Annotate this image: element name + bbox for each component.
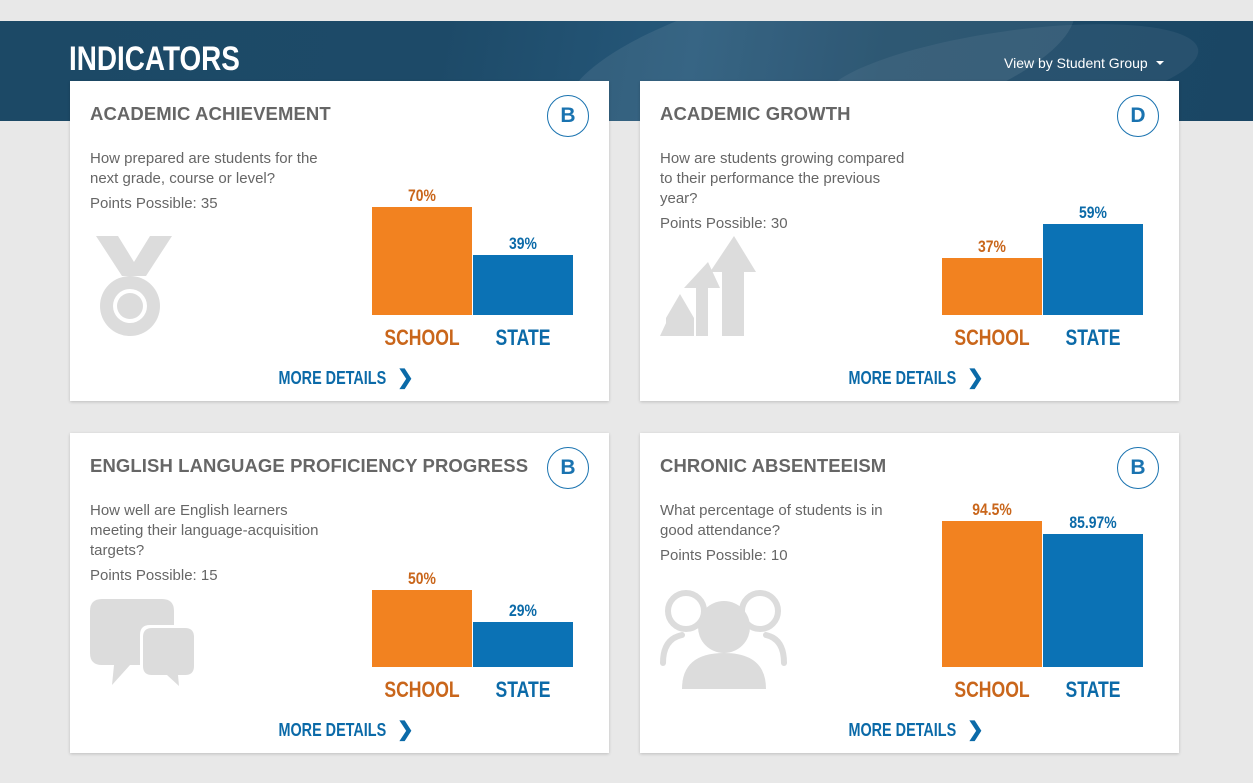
data-label-state: 85.97%	[1069, 512, 1117, 532]
chevron-right-icon: ❯	[966, 719, 984, 741]
comparison-chart: 37% 59% SCHOOL STATE	[942, 81, 1143, 401]
grade-badge: B	[547, 95, 589, 137]
data-label-school: 94.5%	[972, 499, 1012, 519]
category-label-state: STATE	[495, 325, 551, 350]
category-label-school: SCHOOL	[384, 325, 460, 350]
card-title: ACADEMIC ACHIEVEMENT	[90, 103, 331, 124]
indicator-card-academic-growth: ACADEMIC GROWTH D How are students growi…	[640, 81, 1179, 401]
more-details-label: MORE DETAILS	[848, 720, 957, 740]
more-details-link[interactable]: MORE DETAILS ❯	[70, 365, 609, 390]
points-possible: Points Possible: 15	[90, 567, 218, 584]
more-details-link[interactable]: MORE DETAILS ❯	[640, 717, 1179, 742]
grade-badge: B	[1117, 447, 1159, 489]
bar-school	[942, 257, 1042, 315]
comparison-chart: 94.5% 85.97% SCHOOL STATE	[942, 433, 1143, 753]
bar-state	[473, 622, 573, 667]
points-possible: Points Possible: 10	[660, 547, 788, 564]
student-group-label: View by Student Group	[1004, 55, 1148, 71]
grade-badge: D	[1117, 95, 1159, 137]
bar-school	[372, 206, 472, 315]
category-label-state: STATE	[495, 677, 551, 702]
data-label-school: 50%	[408, 568, 436, 588]
chevron-right-icon: ❯	[396, 367, 414, 389]
grade-badge: B	[547, 447, 589, 489]
card-title: CHRONIC ABSENTEEISM	[660, 455, 887, 476]
indicator-card-chronic-absenteeism: CHRONIC ABSENTEEISM B What percentage of…	[640, 433, 1179, 753]
category-label-state: STATE	[1065, 677, 1121, 702]
page-title: INDICATORS	[69, 40, 240, 78]
more-details-label: MORE DETAILS	[278, 368, 387, 388]
card-title: ENGLISH LANGUAGE PROFICIENCY PROGRESS	[90, 455, 529, 476]
card-description: How are students growing compared to the…	[660, 150, 905, 207]
student-group-dropdown[interactable]: View by Student Group	[1004, 55, 1164, 71]
data-label-school: 37%	[978, 236, 1006, 256]
points-possible: Points Possible: 30	[660, 215, 788, 232]
speech-bubbles-icon	[90, 597, 198, 694]
chevron-right-icon: ❯	[396, 719, 414, 741]
points-possible: Points Possible: 35	[90, 195, 218, 212]
indicator-card-english-language-proficiency: ENGLISH LANGUAGE PROFICIENCY PROGRESS B …	[70, 433, 609, 753]
comparison-chart: 50% 29% SCHOOL STATE	[372, 433, 573, 753]
more-details-link[interactable]: MORE DETAILS ❯	[70, 717, 609, 742]
card-description: How well are English learners meeting th…	[90, 502, 319, 559]
data-label-state: 29%	[509, 601, 537, 621]
caret-down-icon	[1155, 61, 1164, 65]
bar-state	[1043, 533, 1143, 667]
category-label-school: SCHOOL	[954, 677, 1030, 702]
more-details-link[interactable]: MORE DETAILS ❯	[640, 365, 1179, 390]
bar-school	[942, 520, 1042, 667]
chevron-right-icon: ❯	[966, 367, 984, 389]
growth-arrows-icon	[660, 236, 760, 343]
bar-state	[1043, 223, 1143, 315]
data-label-state: 39%	[509, 233, 537, 253]
comparison-chart: 70% 39% SCHOOL STATE	[372, 81, 573, 401]
bar-school	[372, 589, 472, 667]
category-label-school: SCHOOL	[384, 677, 460, 702]
more-details-label: MORE DETAILS	[848, 368, 957, 388]
card-title: ACADEMIC GROWTH	[660, 103, 851, 124]
more-details-label: MORE DETAILS	[278, 720, 387, 740]
data-label-state: 59%	[1079, 202, 1107, 222]
medal-icon	[94, 236, 174, 343]
category-label-school: SCHOOL	[954, 325, 1030, 350]
card-description: How prepared are students for the next g…	[90, 150, 318, 187]
card-description: What percentage of students is in good a…	[660, 502, 883, 539]
data-label-school: 70%	[408, 185, 436, 205]
indicator-card-academic-achievement: ACADEMIC ACHIEVEMENT B How prepared are …	[70, 81, 609, 401]
people-group-icon	[660, 587, 788, 696]
category-label-state: STATE	[1065, 325, 1121, 350]
bar-state	[473, 254, 573, 315]
